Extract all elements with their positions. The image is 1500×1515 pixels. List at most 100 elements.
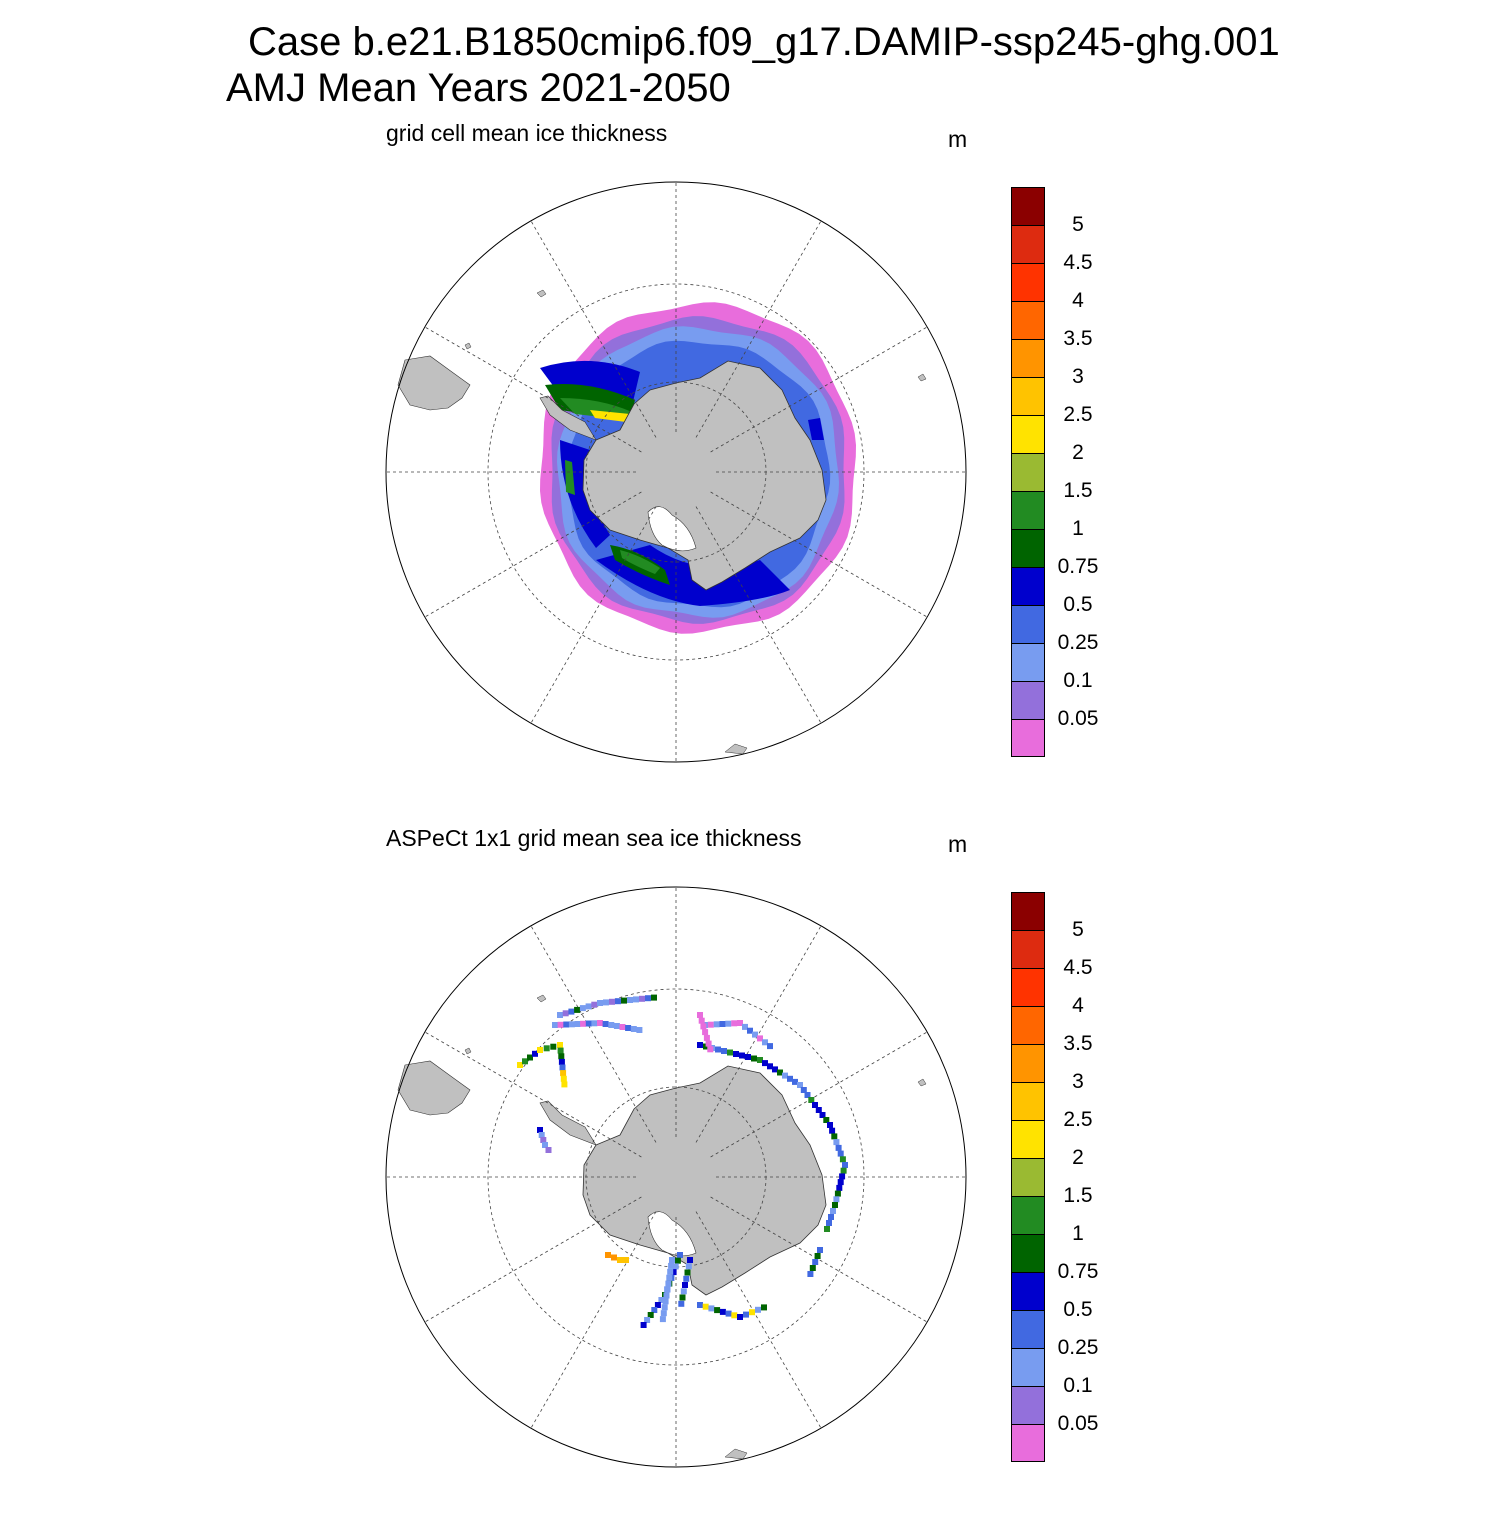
ross-ice-shelf xyxy=(647,506,697,552)
ice-thick-region xyxy=(808,418,824,440)
island xyxy=(724,1448,748,1460)
obs-cell xyxy=(625,1025,632,1031)
obs-cell xyxy=(762,1060,768,1067)
obs-cell xyxy=(640,1322,647,1328)
obs-cell xyxy=(743,1311,749,1318)
obs-cell xyxy=(714,1307,721,1314)
obs-cell xyxy=(777,1069,783,1076)
obs-cell xyxy=(623,1257,629,1263)
colorbar-swatch xyxy=(1011,681,1045,720)
obs-cell xyxy=(727,1049,733,1056)
island xyxy=(917,373,927,382)
obs-cell xyxy=(731,1020,738,1027)
obs-cell xyxy=(707,1046,714,1053)
obs-cell xyxy=(761,1304,767,1311)
obs-cell xyxy=(807,1271,814,1277)
obs-track xyxy=(697,1012,714,1053)
obs-cell xyxy=(517,1062,523,1068)
colorbar-swatch xyxy=(1011,529,1045,568)
obs-cell xyxy=(591,1001,598,1008)
obs-cell xyxy=(561,1081,568,1088)
colorbar-swatch xyxy=(1011,605,1045,644)
obs-cell xyxy=(715,1046,721,1053)
figure-title-line2: AMJ Mean Years 2021-2050 xyxy=(226,66,731,110)
obs-cell xyxy=(543,1045,550,1052)
obs-cell xyxy=(608,1022,615,1028)
colorbar-label: 3 xyxy=(1072,365,1084,388)
colorbar-label: 1.5 xyxy=(1063,1184,1093,1207)
island xyxy=(464,342,472,350)
panel2-colorbar xyxy=(1011,892,1045,1462)
obs-cell xyxy=(666,1274,673,1281)
obs-cell xyxy=(836,1184,843,1191)
obs-cell xyxy=(757,1035,763,1042)
obs-cell xyxy=(677,1252,683,1258)
obs-cell xyxy=(568,1021,575,1028)
obs-cell xyxy=(832,1202,838,1208)
panel1-colorbar xyxy=(1011,187,1045,757)
colorbar-swatch xyxy=(1011,453,1045,492)
obs-cell xyxy=(823,1117,830,1123)
obs-cell xyxy=(537,1127,543,1133)
obs-cell xyxy=(697,1042,703,1048)
obs-track xyxy=(552,1020,643,1033)
ice-thick-region xyxy=(590,410,630,422)
colorbar-label: 2 xyxy=(1072,441,1084,464)
obs-cell xyxy=(668,1262,675,1269)
obs-cell xyxy=(831,1133,838,1140)
obs-cell xyxy=(697,1012,703,1018)
colorbar-swatch xyxy=(1011,1120,1045,1159)
obs-cell xyxy=(574,1021,581,1027)
island xyxy=(724,743,748,755)
colorbar-label: 0.75 xyxy=(1057,555,1099,578)
obs-cell xyxy=(819,1112,826,1118)
obs-cell xyxy=(654,1302,661,1308)
obs-cell xyxy=(645,995,651,1002)
obs-cell xyxy=(824,1226,830,1232)
obs-cell xyxy=(619,1024,626,1030)
colorbar-swatch xyxy=(1011,930,1045,969)
obs-cell xyxy=(662,1298,669,1305)
obs-cell xyxy=(580,1020,587,1027)
antarctica-land xyxy=(582,1065,827,1296)
obs-cell xyxy=(651,994,657,1001)
obs-cell xyxy=(527,1054,533,1061)
obs-cell xyxy=(829,1127,836,1134)
obs-cell xyxy=(752,1031,758,1038)
obs-cell xyxy=(617,1257,623,1263)
colorbar-label: 1 xyxy=(1072,517,1084,540)
obs-cell xyxy=(828,1214,834,1220)
colorbar-label: 3 xyxy=(1072,1070,1084,1093)
obs-cell xyxy=(613,1023,620,1029)
obs-cell xyxy=(667,1268,674,1275)
obs-track xyxy=(537,1127,552,1153)
obs-cell xyxy=(814,1253,821,1259)
obs-cell xyxy=(705,1040,712,1047)
colorbar-label: 5 xyxy=(1072,213,1084,236)
colorbar-label: 1.5 xyxy=(1063,479,1093,502)
obs-cell xyxy=(707,1021,714,1028)
colorbar-swatch xyxy=(1011,491,1045,530)
colorbar-swatch xyxy=(1011,1082,1045,1121)
panel1-title: grid cell mean ice thickness xyxy=(386,120,668,146)
colorbar-swatch xyxy=(1011,1272,1045,1311)
obs-cell xyxy=(663,1292,670,1299)
obs-cell xyxy=(597,1000,603,1006)
obs-cell xyxy=(747,1027,753,1034)
obs-cell xyxy=(685,1263,692,1270)
colorbar-label: 0.5 xyxy=(1063,593,1093,616)
colorbar-swatch xyxy=(1011,187,1045,226)
obs-cell xyxy=(644,1317,651,1323)
obs-cell xyxy=(700,1023,707,1030)
antarctica-land xyxy=(582,360,827,591)
colorbar-label: 3.5 xyxy=(1063,327,1093,350)
obs-cell xyxy=(840,1167,847,1174)
obs-cell xyxy=(742,1023,748,1030)
colorbar-label: 5 xyxy=(1072,918,1084,941)
obs-cell xyxy=(630,1026,637,1032)
colorbar-label: 2.5 xyxy=(1063,1108,1093,1131)
obs-cell xyxy=(679,1294,686,1301)
obs-cell xyxy=(767,1063,773,1070)
obs-cell xyxy=(687,1257,693,1263)
obs-cell xyxy=(585,1003,592,1010)
